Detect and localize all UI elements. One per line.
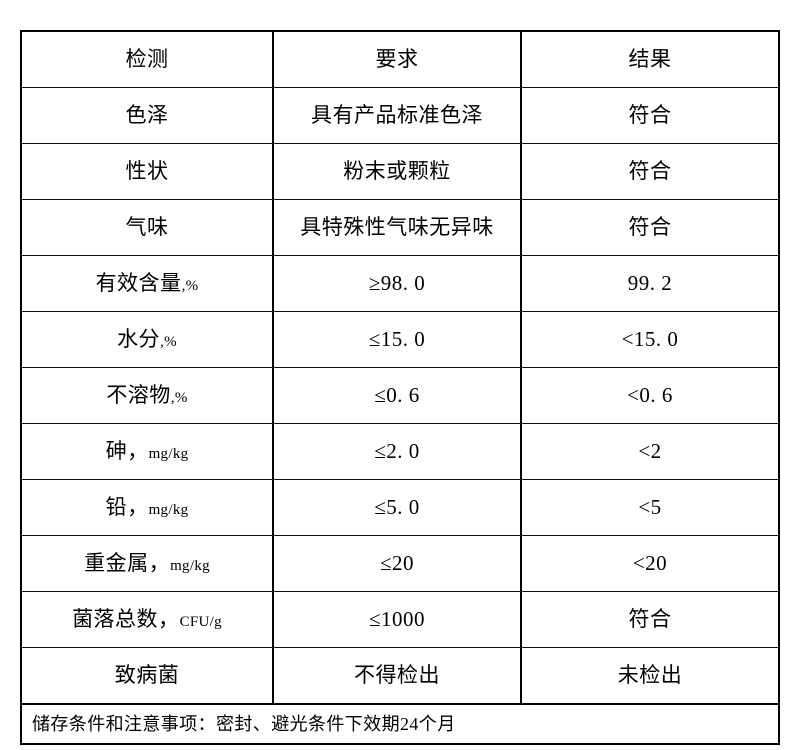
cell-requirement: 不得检出: [272, 647, 522, 705]
cell-item: 重金属，mg/kg: [20, 535, 274, 592]
cell-item: 气味: [20, 199, 274, 256]
cell-result: 未检出: [520, 647, 780, 705]
cell-requirement: 具有产品标准色泽: [272, 87, 522, 144]
item-unit: ,%: [170, 390, 188, 407]
cell-item: 致病菌: [20, 647, 274, 705]
item-label: 致病菌: [114, 663, 180, 688]
item-unit: mg/kg: [148, 446, 189, 463]
table-header-row: 检测 要求 结果: [20, 30, 780, 88]
table-row: 有效含量,% ≥98. 0 99. 2: [20, 255, 780, 312]
column-header-requirement: 要求: [272, 30, 522, 88]
item-label: 不溶物: [106, 383, 171, 408]
cell-requirement: ≤5. 0: [272, 479, 522, 536]
column-header-item: 检测: [20, 30, 274, 88]
item-label: 性状: [125, 159, 169, 184]
product-specification-table: 检测 要求 结果 色泽 具有产品标准色泽 符合 性状 粉末或颗粒 符合 气味 具…: [20, 30, 780, 745]
cell-result: <5: [520, 479, 780, 536]
cell-result: <2: [520, 423, 780, 480]
cell-requirement: 粉末或颗粒: [272, 143, 522, 200]
cell-result: <15. 0: [520, 311, 780, 368]
cell-result: <20: [520, 535, 780, 592]
table-row: 气味 具特殊性气味无异味 符合: [20, 199, 780, 256]
table-row: 菌落总数，CFU/g ≤1000 符合: [20, 591, 780, 648]
cell-item: 水分,%: [20, 311, 274, 368]
storage-conditions-note: 储存条件和注意事项：密封、避光条件下效期24个月: [20, 703, 780, 745]
table-body: 检测 要求 结果 色泽 具有产品标准色泽 符合 性状 粉末或颗粒 符合 气味 具…: [20, 30, 780, 745]
cell-result: 符合: [520, 87, 780, 144]
table-row: 铅，mg/kg ≤5. 0 <5: [20, 479, 780, 536]
cell-result: 99. 2: [520, 255, 780, 312]
table-row: 重金属，mg/kg ≤20 <20: [20, 535, 780, 592]
item-label: 菌落总数，: [72, 607, 180, 632]
table-row: 色泽 具有产品标准色泽 符合: [20, 87, 780, 144]
cell-requirement: ≥98. 0: [272, 255, 522, 312]
cell-requirement: ≤0. 6: [272, 367, 522, 424]
item-label: 有效含量: [95, 271, 182, 296]
item-label: 水分: [117, 327, 161, 352]
cell-item: 菌落总数，CFU/g: [20, 591, 274, 648]
item-unit: ,%: [160, 334, 177, 351]
item-unit: mg/kg: [170, 558, 210, 575]
item-label: 砷，: [105, 439, 149, 464]
cell-result: 符合: [520, 199, 780, 256]
cell-result: 符合: [520, 143, 780, 200]
cell-item: 有效含量,%: [20, 255, 274, 312]
item-label: 铅，: [105, 495, 149, 520]
cell-result: <0. 6: [520, 367, 780, 424]
item-label: 色泽: [125, 103, 169, 128]
cell-item: 性状: [20, 143, 274, 200]
cell-result: 符合: [520, 591, 780, 648]
item-unit: mg/kg: [148, 502, 189, 519]
item-unit: ,%: [181, 278, 199, 295]
item-unit: CFU/g: [179, 614, 222, 631]
cell-requirement: 具特殊性气味无异味: [272, 199, 522, 256]
cell-requirement: ≤15. 0: [272, 311, 522, 368]
item-label: 重金属，: [84, 551, 171, 576]
table-row: 致病菌 不得检出 未检出: [20, 647, 780, 705]
table-row: 不溶物,% ≤0. 6 <0. 6: [20, 367, 780, 424]
cell-item: 砷，mg/kg: [20, 423, 274, 480]
cell-requirement: ≤20: [272, 535, 522, 592]
table-footer-row: 储存条件和注意事项：密封、避光条件下效期24个月: [20, 703, 780, 745]
table-row: 水分,% ≤15. 0 <15. 0: [20, 311, 780, 368]
item-label: 气味: [125, 215, 169, 240]
table-row: 砷，mg/kg ≤2. 0 <2: [20, 423, 780, 480]
table-row: 性状 粉末或颗粒 符合: [20, 143, 780, 200]
cell-item: 色泽: [20, 87, 274, 144]
column-header-result: 结果: [520, 30, 780, 88]
cell-item: 不溶物,%: [20, 367, 274, 424]
cell-requirement: ≤2. 0: [272, 423, 522, 480]
cell-item: 铅，mg/kg: [20, 479, 274, 536]
cell-requirement: ≤1000: [272, 591, 522, 648]
